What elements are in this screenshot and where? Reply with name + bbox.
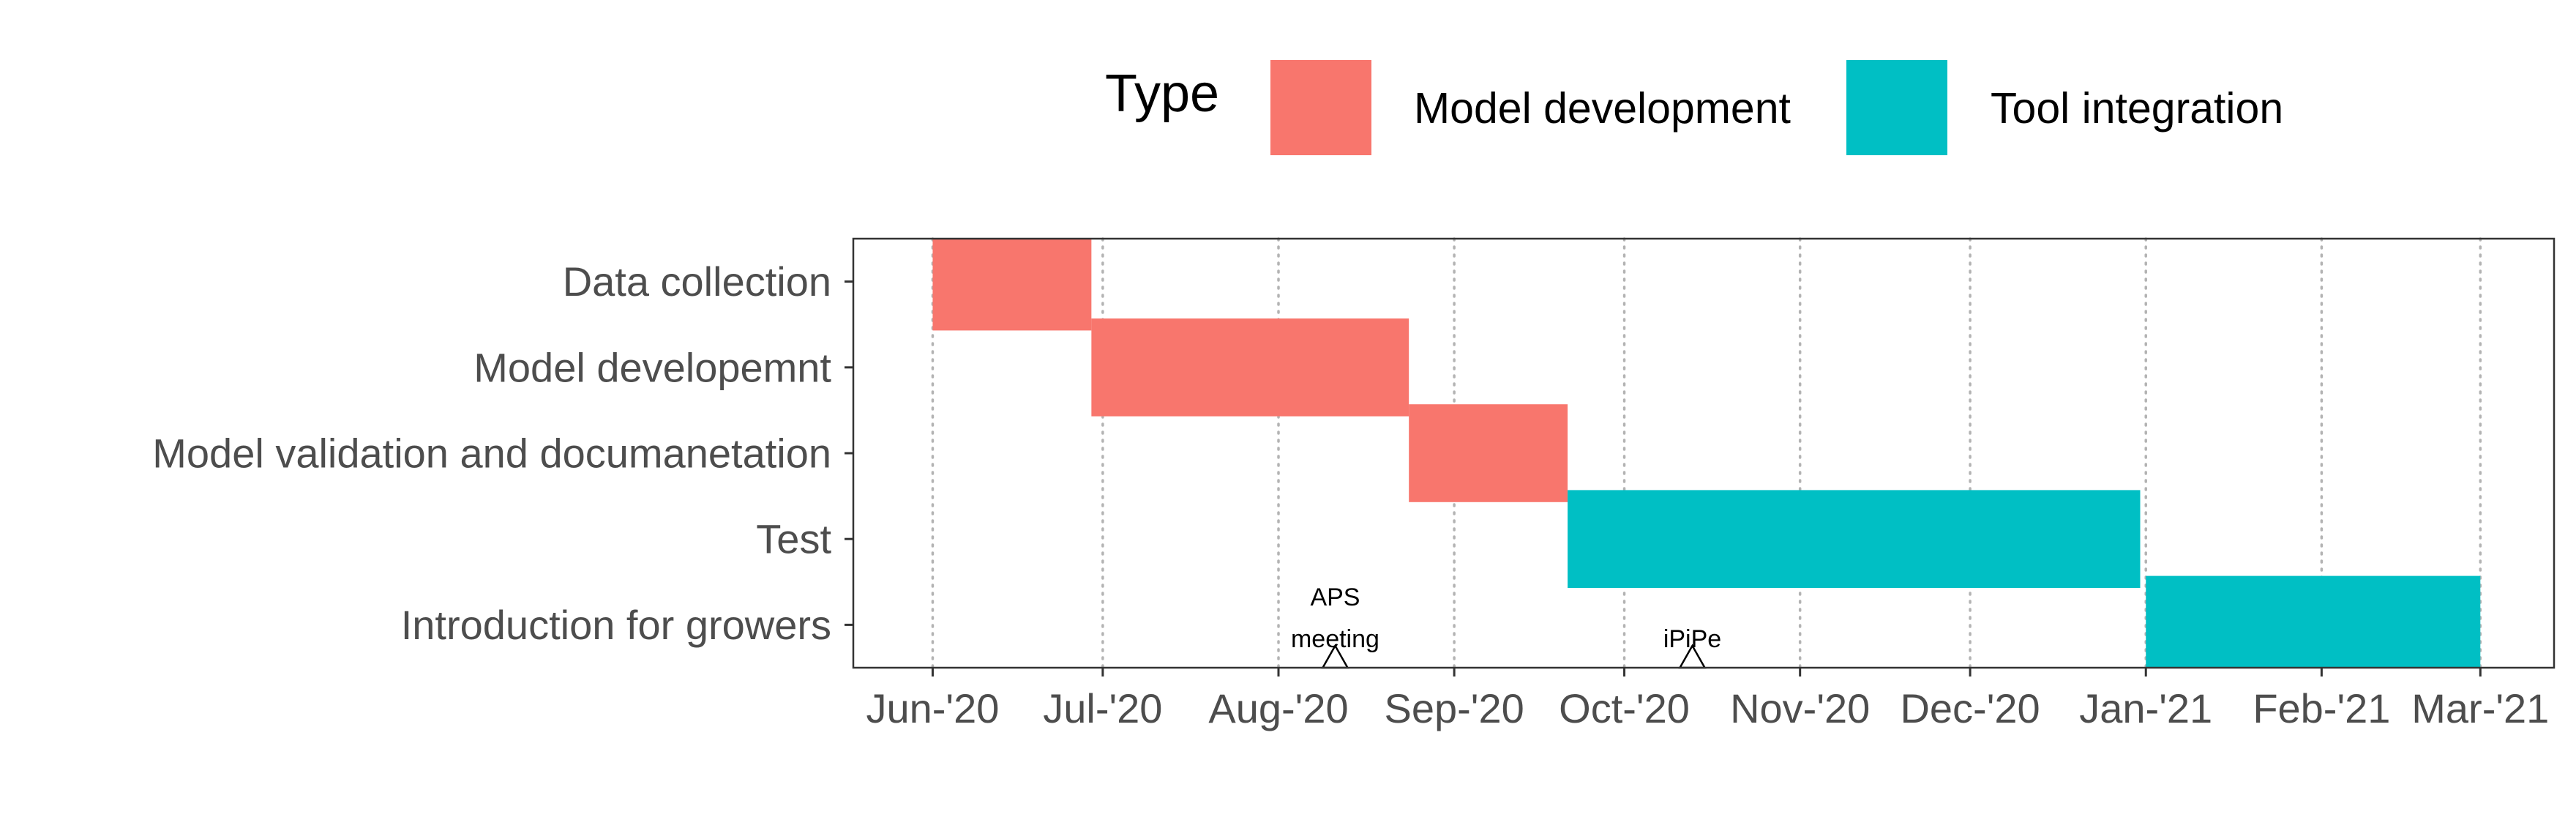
legend-label: Tool integration bbox=[1991, 84, 2283, 133]
x-axis: Jun-'20 Jul-'20 Aug-'20 Sep-'20 Oct-'20 Nov-'… bbox=[866, 668, 2549, 731]
x-tick-label: Jan-'21 bbox=[2079, 685, 2212, 731]
x-tick-label: Dec-'20 bbox=[1900, 685, 2040, 731]
x-tick-label: Aug-'20 bbox=[1208, 685, 1348, 731]
legend-title: Type bbox=[1105, 64, 1219, 123]
annotation-label: iPiPe bbox=[1663, 625, 1721, 653]
annotation-label: meeting bbox=[1291, 625, 1379, 653]
y-tick-label: Introduction for growers bbox=[401, 602, 831, 648]
bar-test bbox=[1568, 490, 2141, 589]
y-tick-label: Test bbox=[756, 516, 831, 562]
x-tick-label: Mar-'21 bbox=[2411, 685, 2549, 731]
legend-key bbox=[1270, 60, 1371, 155]
bars bbox=[932, 239, 2481, 668]
x-tick-label: Jun-'20 bbox=[866, 685, 999, 731]
x-tick-label: Jul-'20 bbox=[1043, 685, 1162, 731]
annotations: APS meeting iPiPe bbox=[1291, 584, 1721, 669]
bar-introduction-for-growers bbox=[2146, 575, 2481, 668]
y-tick-label: Model developemnt bbox=[473, 344, 831, 390]
legend-key bbox=[1846, 60, 1947, 155]
y-tick-label: Data collection bbox=[563, 258, 831, 305]
y-axis: Data collection Model developemnt Model va… bbox=[152, 258, 853, 648]
x-tick-label: Oct-'20 bbox=[1559, 685, 1690, 731]
y-tick-label: Model validation and documanetation bbox=[152, 430, 831, 477]
x-tick-label: Nov-'20 bbox=[1730, 685, 1870, 731]
legend-label: Model development bbox=[1414, 84, 1791, 133]
x-tick-label: Feb-'21 bbox=[2253, 685, 2390, 731]
bar-data-collection bbox=[932, 239, 1092, 331]
bar-model-developemnt bbox=[1091, 318, 1409, 417]
bar-model-validation-and-documanetation bbox=[1409, 404, 1568, 502]
annotation-label: APS bbox=[1310, 584, 1360, 611]
x-tick-label: Sep-'20 bbox=[1385, 685, 1524, 731]
legend: Type Model development Tool integration bbox=[1105, 60, 2283, 155]
